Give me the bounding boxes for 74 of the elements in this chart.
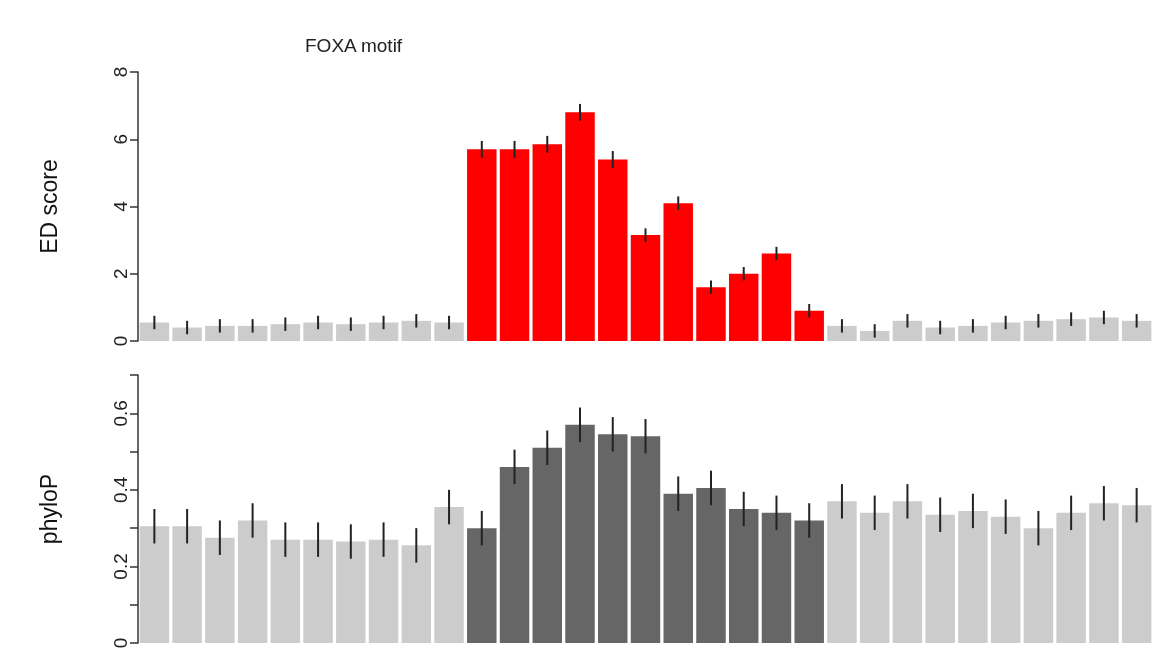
bar [1023, 320, 1054, 341]
bar [336, 324, 366, 341]
bar [237, 325, 268, 341]
bar [630, 235, 661, 341]
bar [205, 325, 235, 341]
y-axis-title: ED score [35, 159, 62, 254]
bar [990, 322, 1021, 341]
bar [892, 320, 923, 341]
bar [859, 512, 890, 643]
y-tick-label: 0.2 [110, 553, 131, 580]
bar [925, 514, 955, 643]
y-axis-title: phyloP [35, 473, 62, 545]
bar [565, 112, 595, 341]
bar [663, 203, 693, 341]
bar [728, 509, 759, 643]
bar [434, 507, 464, 643]
bar [859, 330, 890, 341]
bar [532, 144, 563, 341]
bar [401, 545, 432, 643]
bar [237, 520, 268, 643]
bar [598, 434, 628, 643]
bar [401, 320, 432, 341]
bar [303, 322, 333, 341]
bar [303, 539, 333, 643]
bar [1023, 528, 1054, 643]
bar [1089, 317, 1119, 341]
bar [565, 424, 595, 643]
bar [172, 327, 202, 341]
bar [925, 327, 955, 341]
bar [696, 287, 726, 341]
bar [270, 539, 301, 643]
bar [434, 322, 464, 341]
bar [827, 501, 857, 643]
y-tick-label: 0.6 [110, 400, 131, 427]
bar [368, 322, 399, 341]
bar [499, 149, 530, 341]
bar [1121, 320, 1152, 341]
bar [1121, 505, 1152, 643]
y-tick-label: 6 [110, 133, 131, 145]
y-tick-label: 8 [110, 66, 131, 78]
text: FOXA motif [305, 35, 403, 56]
bar [532, 447, 563, 643]
bar [728, 273, 759, 341]
bar [205, 537, 235, 643]
bar [794, 310, 824, 341]
bar [892, 501, 923, 643]
y-tick-label: 0 [110, 637, 131, 649]
bar [663, 493, 693, 643]
bar [368, 539, 399, 643]
bar [499, 466, 530, 643]
bar [1056, 512, 1086, 643]
bar [139, 526, 170, 643]
bar [794, 520, 824, 643]
y-tick-label: 4 [110, 200, 131, 212]
bar [761, 253, 792, 341]
bar [598, 159, 628, 341]
bar [467, 149, 497, 341]
bar [630, 436, 661, 643]
bar [696, 487, 726, 643]
bar [336, 541, 366, 643]
y-tick-label: 0.4 [110, 476, 131, 504]
bar [270, 324, 301, 341]
bar [467, 528, 497, 643]
bar [958, 325, 988, 341]
y-tick-label: 0 [110, 335, 131, 347]
bar [958, 510, 988, 643]
bar [827, 325, 857, 341]
bar [990, 516, 1021, 643]
bar [139, 322, 170, 341]
bar [1056, 319, 1086, 341]
y-tick-label: 2 [110, 268, 131, 280]
bar [172, 526, 202, 643]
bar [761, 512, 792, 643]
bar [1089, 503, 1119, 643]
